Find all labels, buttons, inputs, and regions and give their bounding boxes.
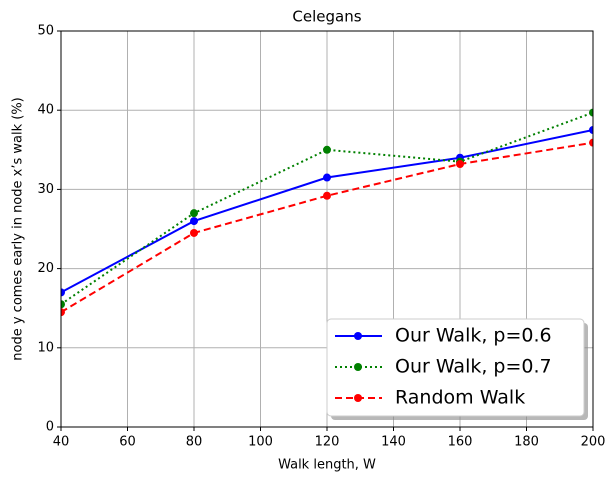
- y-axis-label: node y comes early in node x’s walk (%): [11, 97, 26, 360]
- data-point: [323, 173, 331, 182]
- data-point: [61, 308, 65, 317]
- y-tick-label: 30: [37, 182, 54, 197]
- plot-frame: [60, 30, 594, 428]
- y-tick-label: 10: [37, 340, 54, 355]
- chart-title: Celegans: [292, 8, 361, 26]
- data-point: [323, 145, 331, 154]
- data-point: [589, 108, 593, 117]
- data-point: [61, 300, 65, 309]
- data-point: [323, 191, 331, 200]
- data-point: [190, 217, 198, 226]
- data-point: [190, 209, 198, 218]
- legend-marker: [354, 332, 362, 340]
- y-tick-label: 0: [46, 420, 54, 435]
- legend-marker: [354, 363, 362, 371]
- x-tick-label: 80: [186, 435, 203, 450]
- x-tick-label: 140: [381, 435, 406, 450]
- x-axis-label: Walk length, W: [278, 458, 376, 473]
- y-tick-label: 40: [37, 103, 54, 118]
- x-tick-label: 200: [581, 435, 606, 450]
- y-tick-label: 20: [37, 261, 54, 276]
- legend-marker: [354, 394, 362, 402]
- data-point: [589, 138, 593, 147]
- legend-label: Our Walk, p=0.7: [395, 356, 552, 378]
- x-tick-label: 120: [315, 435, 340, 450]
- data-point: [589, 126, 593, 134]
- legend-label: Our Walk, p=0.6: [395, 325, 552, 347]
- x-tick-label: 180: [514, 435, 539, 450]
- x-tick-label: 60: [119, 435, 136, 450]
- plot-area: [61, 108, 593, 317]
- data-point: [456, 160, 464, 169]
- legend-box: [326, 318, 585, 417]
- y-tick-label: 50: [37, 24, 54, 39]
- data-point: [61, 288, 65, 297]
- legend-label: Random Walk: [395, 387, 525, 409]
- x-tick-label: 40: [53, 435, 70, 450]
- x-tick-label: 160: [448, 435, 473, 450]
- x-tick-label: 100: [248, 435, 273, 450]
- data-point: [190, 228, 198, 237]
